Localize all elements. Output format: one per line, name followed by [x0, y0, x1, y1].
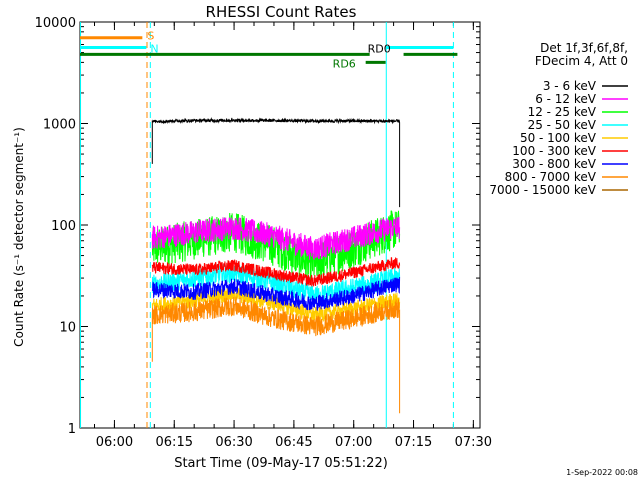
y-tick-label: 1000: [43, 118, 76, 133]
series-line: [151, 296, 401, 414]
x-tick-label: 07:00: [335, 435, 372, 450]
legend-entry-label: 300 - 800 keV: [512, 157, 596, 171]
legend-entry-label: 800 - 7000 keV: [505, 170, 597, 184]
x-tick-label: 06:30: [215, 435, 252, 450]
legend-entry-label: 50 - 100 keV: [520, 131, 597, 145]
flag-label-rd0: RD0: [368, 42, 391, 55]
y-tick-label: 1: [68, 422, 76, 437]
page-footer: 1-Sep-2022 00:08: [566, 468, 638, 477]
y-tick-label: 10: [59, 321, 76, 336]
legend-entry-label: 100 - 300 keV: [512, 144, 596, 158]
plot-area: 06:00 06:15 06:30 06:45 07:00 07:15 07:30 1 10 10…: [35, 16, 492, 450]
y-axis-label: Count Rate (s⁻¹ detector segment⁻¹): [12, 127, 26, 347]
chart-title: RHESSI Count Rates: [206, 3, 357, 21]
series-line: [151, 116, 401, 208]
series-line: [151, 257, 401, 287]
legend: Det 1f,3f,6f,8f,FDecim 4, Att 0 3 - 6 keV…: [489, 41, 628, 197]
x-axis-label: Start Time (09-May-17 05:51:22): [174, 456, 388, 471]
series-line: [151, 216, 401, 260]
legend-entry-label: 6 - 12 keV: [535, 92, 597, 106]
flag-label-s: S: [147, 30, 154, 43]
series-line: [151, 286, 401, 322]
legend-header: FDecim 4, Att 0: [535, 54, 628, 68]
x-tick-label: 07:15: [395, 435, 432, 450]
x-tick-label: 06:15: [156, 435, 193, 450]
series-line: [151, 276, 401, 311]
legend-entry-label: 25 - 50 keV: [528, 118, 597, 132]
legend-entry-label: 12 - 25 keV: [528, 105, 597, 119]
x-tick-label: 07:30: [455, 435, 492, 450]
flag-label-rd6: RD6: [333, 57, 356, 70]
plot-frame: [79, 21, 481, 429]
x-tick-label: 06:45: [275, 435, 312, 450]
y-tick-label: 10000: [35, 16, 76, 31]
flag-label-n: N: [150, 43, 158, 56]
legend-entry-label: 3 - 6 keV: [543, 79, 597, 93]
y-tick-label: 100: [51, 219, 76, 234]
legend-header: Det 1f,3f,6f,8f,: [540, 41, 628, 55]
legend-entry-label: 7000 - 15000 keV: [489, 183, 596, 197]
x-tick-label: 06:00: [96, 435, 133, 450]
